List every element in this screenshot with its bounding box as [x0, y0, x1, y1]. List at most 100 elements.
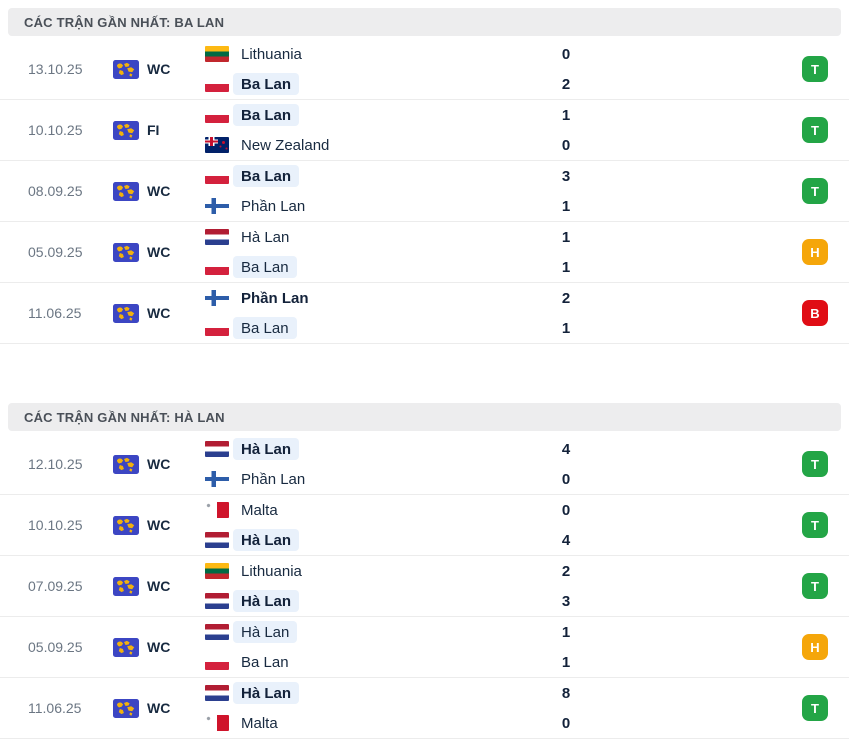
team-score: 2: [561, 562, 571, 580]
result-badge: T: [802, 512, 828, 538]
match-row[interactable]: 12.10.25 WC Hà Lan 4: [0, 434, 849, 495]
team-name: Hà Lan: [233, 621, 298, 643]
match-date: 05.09.25: [28, 244, 83, 260]
team-name: Hà Lan: [241, 228, 290, 246]
poland-flag-icon: [205, 320, 229, 336]
away-team-line: New Zealand 0: [205, 133, 583, 158]
world-cup-trophy-icon: [113, 454, 139, 474]
result-badge: H: [802, 239, 828, 265]
recent-matches-section: CÁC TRẬN GẦN NHẤT: HÀ LAN 12.10.25 WC Hà…: [0, 403, 849, 739]
home-team-line: Hà Lan 1: [205, 225, 583, 250]
competition-label: WC: [147, 305, 171, 321]
team-score: 4: [561, 440, 571, 458]
team-score: 1: [561, 228, 571, 246]
world-cup-trophy-icon: [113, 576, 139, 596]
poland-flag-icon: [205, 168, 229, 184]
team-name: Lithuania: [241, 562, 302, 580]
match-date: 05.09.25: [28, 639, 83, 655]
match-row[interactable]: 07.09.25 WC Lithuania 2: [0, 556, 849, 617]
team-score: 1: [561, 197, 571, 215]
competition: WC: [113, 576, 205, 596]
team-name: Phần Lan: [241, 289, 309, 307]
competition-label: WC: [147, 517, 171, 533]
team-name: Ba Lan: [233, 165, 300, 187]
match-row[interactable]: 10.10.25 WC Malta 0: [0, 495, 849, 556]
competition: WC: [113, 698, 205, 718]
competition-label: WC: [147, 700, 171, 716]
match-date: 13.10.25: [28, 61, 83, 77]
match-row[interactable]: 11.06.25 WC Hà Lan 8: [0, 678, 849, 739]
malta-flag-icon: [205, 715, 229, 731]
result-badge: H: [802, 634, 828, 660]
lithuania-flag-icon: [205, 563, 229, 579]
team-score: 1: [561, 319, 571, 337]
teams: Lithuania 0 Ba Lan 2: [205, 42, 583, 97]
match-list: 13.10.25 WC Lithuania 0: [0, 39, 849, 344]
team-score: 0: [561, 501, 571, 519]
team-score: 3: [561, 592, 571, 610]
world-cup-trophy-icon: [113, 59, 139, 79]
match-row[interactable]: 11.06.25 WC Phần Lan 2: [0, 283, 849, 344]
teams: Malta 0 Hà Lan 4: [205, 498, 583, 553]
competition-label: WC: [147, 244, 171, 260]
team-name: Phần Lan: [241, 470, 306, 488]
result-badge: T: [802, 178, 828, 204]
match-row[interactable]: 10.10.25 FI Ba Lan 1: [0, 100, 849, 161]
competition: WC: [113, 242, 205, 262]
home-team-line: Malta 0: [205, 498, 583, 523]
finland-flag-icon: [205, 198, 229, 214]
team-name: Ba Lan: [233, 73, 300, 95]
team-score: 1: [561, 623, 571, 641]
team-score: 1: [561, 258, 571, 276]
home-team-line: Hà Lan 1: [205, 620, 583, 645]
team-name: Ba Lan: [233, 256, 297, 278]
team-name: Hà Lan: [233, 590, 300, 612]
team-name: Hà Lan: [233, 438, 300, 460]
malta-flag-icon: [205, 502, 229, 518]
away-team-line: Malta 0: [205, 711, 583, 736]
competition: WC: [113, 454, 205, 474]
competition: WC: [113, 59, 205, 79]
match-row[interactable]: 13.10.25 WC Lithuania 0: [0, 39, 849, 100]
match-date: 07.09.25: [28, 578, 83, 594]
team-score: 1: [561, 653, 571, 671]
home-team-line: Ba Lan 3: [205, 164, 583, 189]
team-score: 3: [561, 167, 571, 185]
competition-label: WC: [147, 456, 171, 472]
team-name: Hà Lan: [233, 682, 300, 704]
teams: Ba Lan 3 Phần Lan 1: [205, 164, 583, 219]
match-row[interactable]: 08.09.25 WC Ba Lan 3: [0, 161, 849, 222]
away-team-line: Ba Lan 2: [205, 72, 583, 97]
poland-flag-icon: [205, 654, 229, 670]
new-zealand-flag-icon: [205, 137, 229, 153]
competition-label: WC: [147, 61, 171, 77]
team-name: Malta: [241, 714, 278, 732]
match-row[interactable]: 05.09.25 WC Hà Lan 1: [0, 617, 849, 678]
poland-flag-icon: [205, 259, 229, 275]
netherlands-flag-icon: [205, 685, 229, 701]
home-team-line: Hà Lan 8: [205, 681, 583, 706]
team-name: New Zealand: [241, 136, 330, 154]
home-team-line: Phần Lan 2: [205, 286, 583, 311]
match-date: 10.10.25: [28, 122, 83, 138]
away-team-line: Ba Lan 1: [205, 316, 583, 341]
poland-flag-icon: [205, 107, 229, 123]
lithuania-flag-icon: [205, 46, 229, 62]
match-row[interactable]: 05.09.25 WC Hà Lan 1: [0, 222, 849, 283]
competition: FI: [113, 120, 205, 140]
team-score: 0: [561, 470, 571, 488]
team-score: 8: [561, 684, 571, 702]
team-name: Malta: [241, 501, 278, 519]
netherlands-flag-icon: [205, 229, 229, 245]
poland-flag-icon: [205, 76, 229, 92]
away-team-line: Ba Lan 1: [205, 255, 583, 280]
away-team-line: Phần Lan 1: [205, 194, 583, 219]
away-team-line: Hà Lan 4: [205, 528, 583, 553]
match-date: 10.10.25: [28, 517, 83, 533]
team-score: 1: [561, 106, 571, 124]
result-badge: T: [802, 451, 828, 477]
recent-matches-section: CÁC TRẬN GẦN NHẤT: BA LAN 13.10.25 WC Li…: [0, 8, 849, 344]
away-team-line: Phần Lan 0: [205, 467, 583, 492]
team-name: Ba Lan: [233, 104, 300, 126]
world-cup-trophy-icon: [113, 515, 139, 535]
